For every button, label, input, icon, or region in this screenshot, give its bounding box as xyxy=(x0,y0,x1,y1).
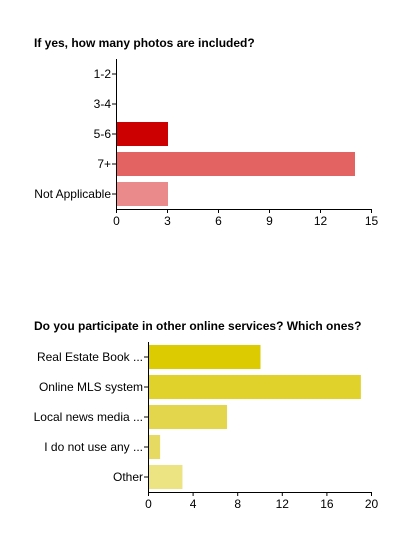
chart2-x-tick-label: 20 xyxy=(365,497,379,511)
chart1-x-tick-label: 15 xyxy=(365,214,379,228)
chart2-category-label: Online MLS system xyxy=(39,380,143,394)
chart2-category-label: Other xyxy=(113,470,143,484)
chart1-bar xyxy=(117,152,355,176)
chart2-x-tick-label: 12 xyxy=(276,497,290,511)
chart2-category-label: Local news media ... xyxy=(34,410,143,424)
chart1-category-label: 5-6 xyxy=(94,127,112,141)
chart1-title: If yes, how many photos are included? xyxy=(34,36,255,50)
chart2-x-tick-label: 8 xyxy=(234,497,241,511)
chart2-bar xyxy=(149,465,183,489)
chart2-category-label: I do not use any ... xyxy=(44,440,143,454)
chart1-category-label: Not Applicable xyxy=(34,187,111,201)
chart2-bar xyxy=(149,405,228,429)
chart2-x-tick-label: 0 xyxy=(145,497,152,511)
chart1-category-label: 7+ xyxy=(97,157,111,171)
chart1-bar xyxy=(117,182,168,206)
chart1-x-tick-label: 3 xyxy=(164,214,171,228)
chart2-plot: Real Estate Book ... Online MLS system Loc… xyxy=(34,342,379,511)
chart2-bar xyxy=(149,375,361,399)
chart1-category-label: 3-4 xyxy=(94,97,112,111)
chart1-category-label: 1-2 xyxy=(94,67,112,81)
chart1-bar xyxy=(117,122,168,146)
chart1-x-tick-label: 0 xyxy=(113,214,120,228)
chart1-x-tick-label: 12 xyxy=(314,214,328,228)
chart2-bar xyxy=(149,435,161,459)
chart2-x-tick-label: 4 xyxy=(190,497,197,511)
chart2-bar xyxy=(149,345,261,369)
chart2-x-tick-label: 16 xyxy=(320,497,334,511)
chart2-title: Do you participate in other online servi… xyxy=(34,319,362,333)
chart2-category-label: Real Estate Book ... xyxy=(37,350,143,364)
chart1-x-tick-label: 9 xyxy=(266,214,273,228)
chart1-x-tick-label: 6 xyxy=(215,214,222,228)
